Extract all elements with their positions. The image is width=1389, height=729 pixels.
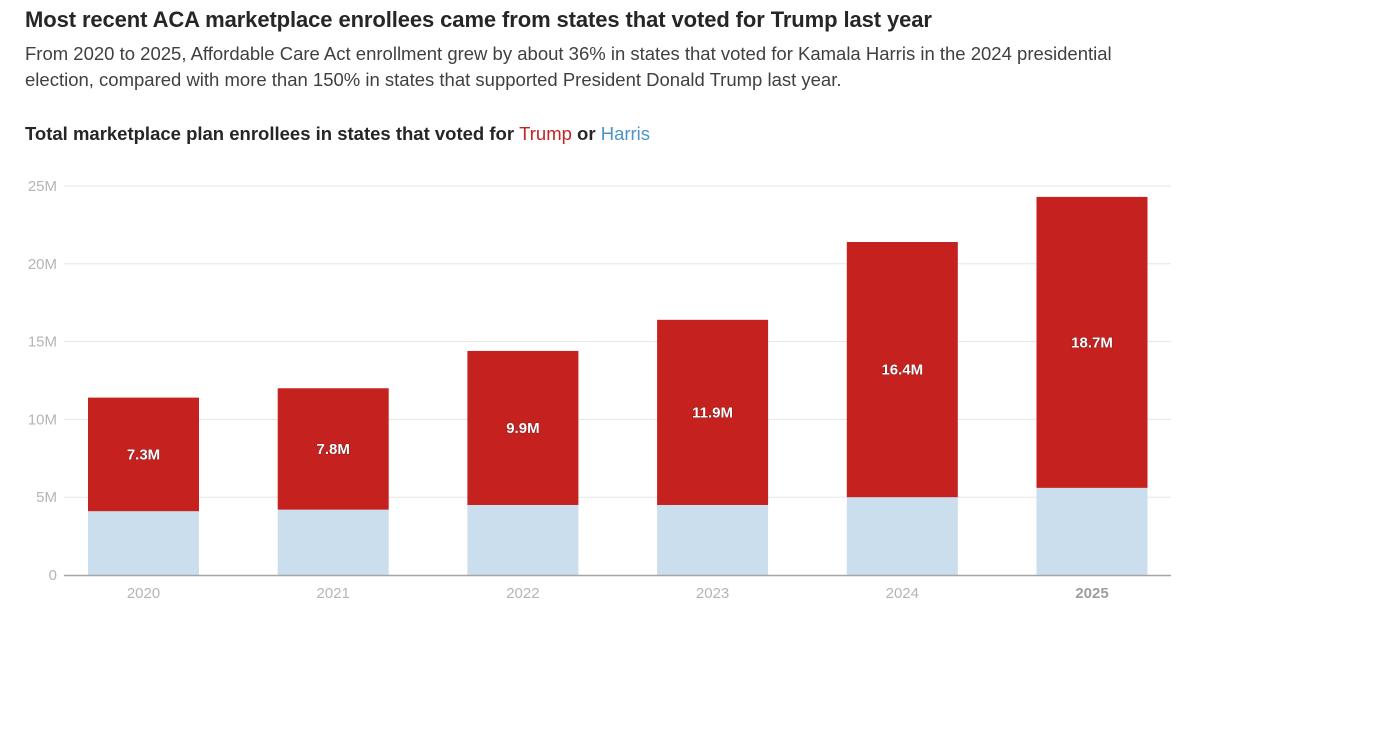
data-label-trump-2023: 11.9M [692,404,733,421]
bar-harris-2020 [88,511,199,575]
bar-harris-2024 [846,497,958,575]
x-tick-label-2025: 2025 [1075,585,1108,602]
y-axis-ticks: 0 5M 10M 15M 20M 25M [28,178,57,584]
bar-harris-2022 [467,504,579,575]
bar-trump-2024 [846,242,958,498]
chart-title-trump: Trump [519,123,572,144]
x-tick-label-2022: 2022 [506,585,539,602]
x-tick-label-2021: 2021 [317,585,350,602]
chart-title: Total marketplace plan enrollees in stat… [25,123,650,145]
dek: From 2020 to 2025, Affordable Care Act e… [25,43,1112,90]
bar-trump-2022 [467,350,579,505]
bar-trump-2021 [277,388,389,510]
chart-title-prefix: Total marketplace plan enrollees in stat… [25,123,520,144]
x-tick-label-2020: 2020 [127,585,160,602]
bar-trump-2025 [1036,196,1148,488]
bar-harris-2023 [657,504,769,575]
y-tick-label: 25M [28,178,57,195]
data-label-trump-2020: 7.3M [127,446,160,463]
data-labels: 7.3M 7.8M 9.9M 11.9M 16.4M 18.7M [127,334,1114,464]
y-tick-label: 15M [28,334,57,351]
chart-title-connector: or [571,123,601,144]
data-label-trump-2024: 16.4M [881,362,923,379]
headline: Most recent ACA marketplace enrollees ca… [25,7,932,32]
bars [88,196,1148,575]
grid-lines [64,185,1171,498]
bar-harris-2021 [277,509,389,575]
y-tick-label: 5M [36,489,57,506]
y-tick-label: 0 [49,567,57,584]
data-label-trump-2021: 7.8M [317,441,350,458]
x-axis-ticks: 2020 2021 2022 2023 2024 2025 [127,585,1109,602]
bar-trump-2023 [657,319,769,505]
chart-title-harris: Harris [600,123,651,144]
bar-trump-2020 [88,397,199,512]
x-tick-label-2023: 2023 [696,585,729,602]
y-tick-label: 20M [28,256,57,273]
y-tick-label: 10M [28,411,57,428]
data-label-trump-2025: 18.7M [1071,334,1113,351]
bar-harris-2025 [1036,487,1148,575]
data-label-trump-2022: 9.9M [506,420,539,437]
x-tick-label-2024: 2024 [886,585,919,602]
